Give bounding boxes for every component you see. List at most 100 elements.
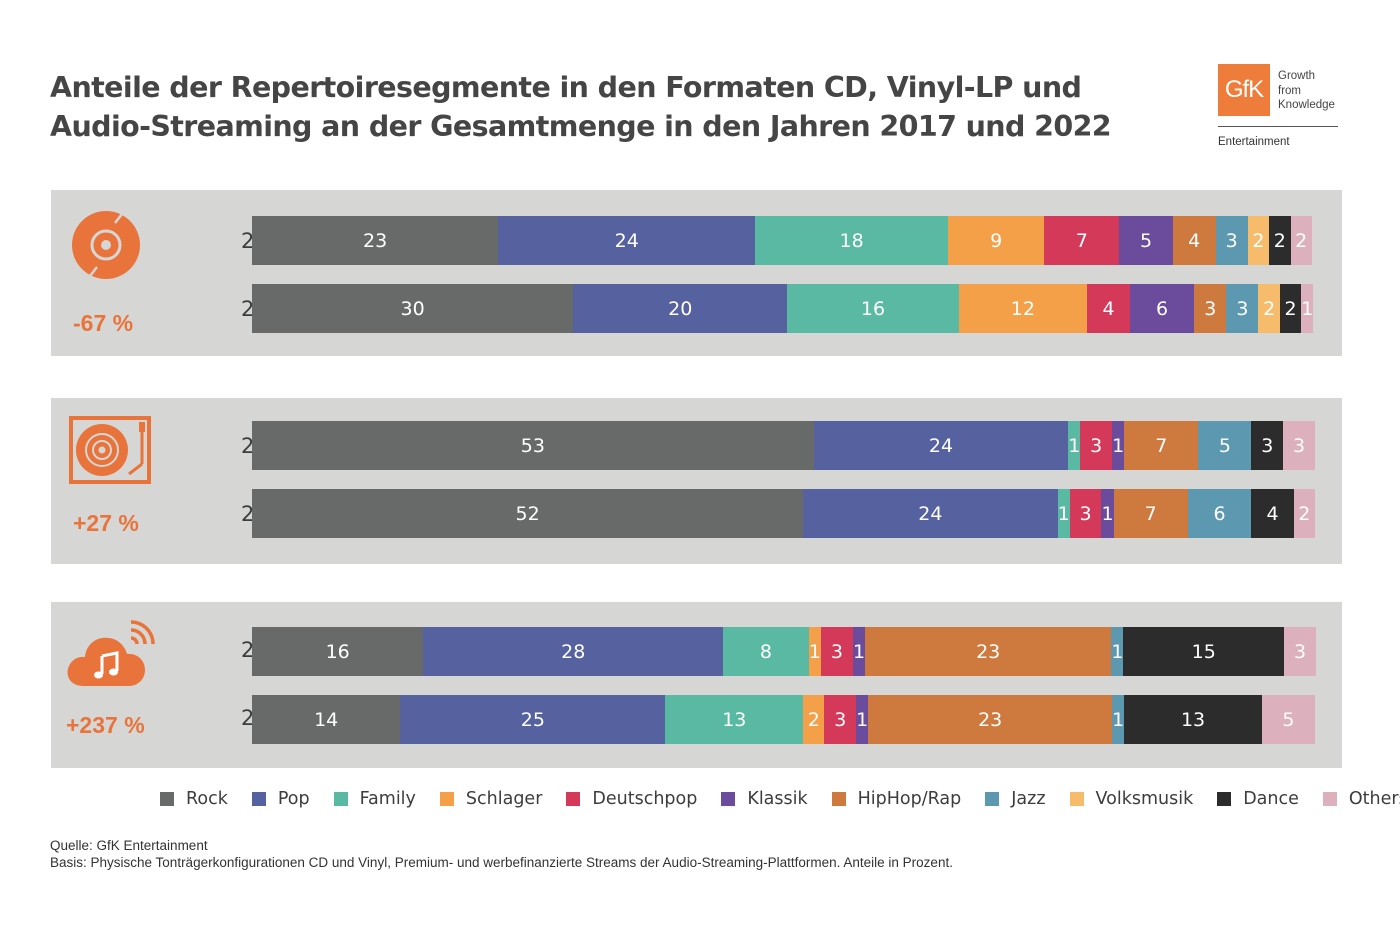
legend-item: Pop <box>251 789 310 809</box>
bar-segment-schlager: 12 <box>958 284 1088 333</box>
legend-item: Jazz <box>985 789 1046 809</box>
bar-segment-rock: 53 <box>252 421 814 470</box>
bar-segment-dance: 15 <box>1123 627 1284 676</box>
bar-segment-klassik: 1 <box>856 695 869 744</box>
legend-item: Family <box>333 789 416 809</box>
bar-segment-hiphop-rap: 23 <box>865 627 1112 676</box>
bar-segment-dance: 3 <box>1251 421 1284 470</box>
bar-segment-pop: 24 <box>498 216 756 265</box>
legend-item: HipHop/Rap <box>831 789 962 809</box>
bar-segment-dance: 2 <box>1269 216 1291 265</box>
legend-label: Family <box>359 789 416 809</box>
bar-segment-family: 1 <box>1057 489 1070 538</box>
bar-segment-volksmusik: 2 <box>1247 216 1270 265</box>
legend-swatch <box>1217 792 1232 806</box>
legend-label: Pop <box>277 789 310 809</box>
bar-segment-deutschpop: 3 <box>1069 489 1102 538</box>
turntable-icon <box>69 416 151 484</box>
bar-segment-klassik: 6 <box>1129 284 1195 333</box>
gfk-logo: GfK Growth from Knowledge Entertainment <box>1216 64 1340 154</box>
legend-label: HipHop/Rap <box>857 789 962 809</box>
stacked-bar: 52 24 1 3 1 7 6 4 2 <box>252 489 1315 538</box>
change-percent: -67 % <box>73 310 134 336</box>
bar-segment-others: 5 <box>1261 695 1315 744</box>
stacked-bar: 30 20 16 12 4 6 3 3 2 2 1 <box>252 284 1314 333</box>
bar-segment-pop: 24 <box>803 489 1058 538</box>
bar-segment-schlager: 2 <box>803 695 825 744</box>
legend-swatch <box>333 792 348 806</box>
chart-title-line-2: Audio-Streaming an der Gesamtmenge in de… <box>50 110 1112 143</box>
legend-item: Klassik <box>721 789 808 809</box>
bar-segment-pop: 25 <box>400 695 666 744</box>
legend-item: Volksmusik <box>1069 789 1193 809</box>
bar-segment-hiphop-rap: 7 <box>1113 489 1188 538</box>
bar-segment-jazz: 3 <box>1226 284 1259 333</box>
legend-item: Dance <box>1217 789 1299 809</box>
logo-tagline-word: from <box>1278 84 1301 97</box>
bar-segment-jazz: 3 <box>1215 216 1248 265</box>
bar-segment-dance: 2 <box>1279 284 1302 333</box>
bar-segment-rock: 52 <box>252 489 804 538</box>
stacked-bar: 16 28 8 1 3 1 23 1 15 3 <box>252 627 1317 676</box>
legend-label: Klassik <box>747 789 808 809</box>
legend-item: Rock <box>160 789 228 809</box>
legend-item: Others <box>1322 789 1400 809</box>
logo-tagline-word: Growth <box>1278 70 1316 82</box>
bar-segment-pop: 24 <box>813 421 1069 470</box>
streaming-cloud-icon <box>67 620 155 686</box>
legend-swatch <box>439 792 454 806</box>
legend-label: Dance <box>1243 789 1299 809</box>
bar-segment-hiphop-rap: 4 <box>1172 216 1216 265</box>
bar-segment-rock: 23 <box>252 216 499 265</box>
legend-swatch <box>721 792 736 806</box>
legend-swatch <box>251 792 266 806</box>
logo-tagline-word: Knowledge <box>1278 99 1335 111</box>
legend-swatch <box>566 792 581 806</box>
legend-swatch <box>831 792 846 806</box>
bar-segment-deutschpop: 3 <box>824 695 857 744</box>
chart-title: Anteile der Repertoiresegmente in den Fo… <box>50 68 1130 146</box>
cd-icon <box>72 211 140 279</box>
bar-segment-family: 13 <box>665 695 804 744</box>
stacked-bar: 14 25 13 2 3 1 23 1 13 5 <box>252 695 1315 744</box>
source-line: Quelle: GfK Entertainment <box>50 838 208 853</box>
bar-segment-pop: 28 <box>423 627 724 676</box>
bar-segment-schlager: 9 <box>947 216 1045 265</box>
gfk-logo-tagline: Growth from Knowledge <box>1278 69 1342 113</box>
legend-label: Jazz <box>1011 789 1046 809</box>
legend-label: Schlager <box>465 789 543 809</box>
stacked-bar: 23 24 18 9 7 5 4 3 2 2 2 <box>252 216 1312 265</box>
bar-segment-others: 2 <box>1293 489 1315 538</box>
bar-segment-schlager: 1 <box>808 627 821 676</box>
logo-divider <box>1218 126 1338 127</box>
bar-segment-jazz: 1 <box>1111 627 1124 676</box>
bar-segment-others: 2 <box>1290 216 1312 265</box>
bar-segment-family: 1 <box>1068 421 1081 470</box>
bar-segment-others: 3 <box>1284 627 1317 676</box>
bar-segment-jazz: 1 <box>1112 695 1125 744</box>
bar-segment-hiphop-rap: 7 <box>1124 421 1199 470</box>
legend-item: Deutschpop <box>566 789 697 809</box>
gfk-logo-mark: GfK <box>1218 64 1270 116</box>
bar-segment-volksmusik: 2 <box>1258 284 1280 333</box>
bar-segment-others: 1 <box>1301 284 1314 333</box>
legend-swatch <box>160 792 174 806</box>
bar-segment-dance: 13 <box>1124 695 1262 744</box>
basis-line: Basis: Physische Tonträgerkonfiguratione… <box>50 855 953 870</box>
change-percent: +27 % <box>73 510 139 536</box>
bar-segment-hiphop-rap: 3 <box>1194 284 1227 333</box>
legend-label: Others <box>1348 789 1400 809</box>
legend-swatch <box>1322 792 1337 806</box>
legend-label: Deutschpop <box>592 789 698 809</box>
bar-segment-rock: 14 <box>252 695 401 744</box>
bar-segment-hiphop-rap: 23 <box>868 695 1113 744</box>
bar-segment-family: 8 <box>723 627 809 676</box>
bar-segment-jazz: 5 <box>1198 421 1252 470</box>
stacked-bar: 53 24 1 3 1 7 5 3 3 <box>252 421 1315 470</box>
bar-segment-others: 3 <box>1283 421 1315 470</box>
bar-segment-klassik: 5 <box>1119 216 1173 265</box>
bar-segment-rock: 16 <box>252 627 424 676</box>
bar-segment-deutschpop: 3 <box>1080 421 1113 470</box>
